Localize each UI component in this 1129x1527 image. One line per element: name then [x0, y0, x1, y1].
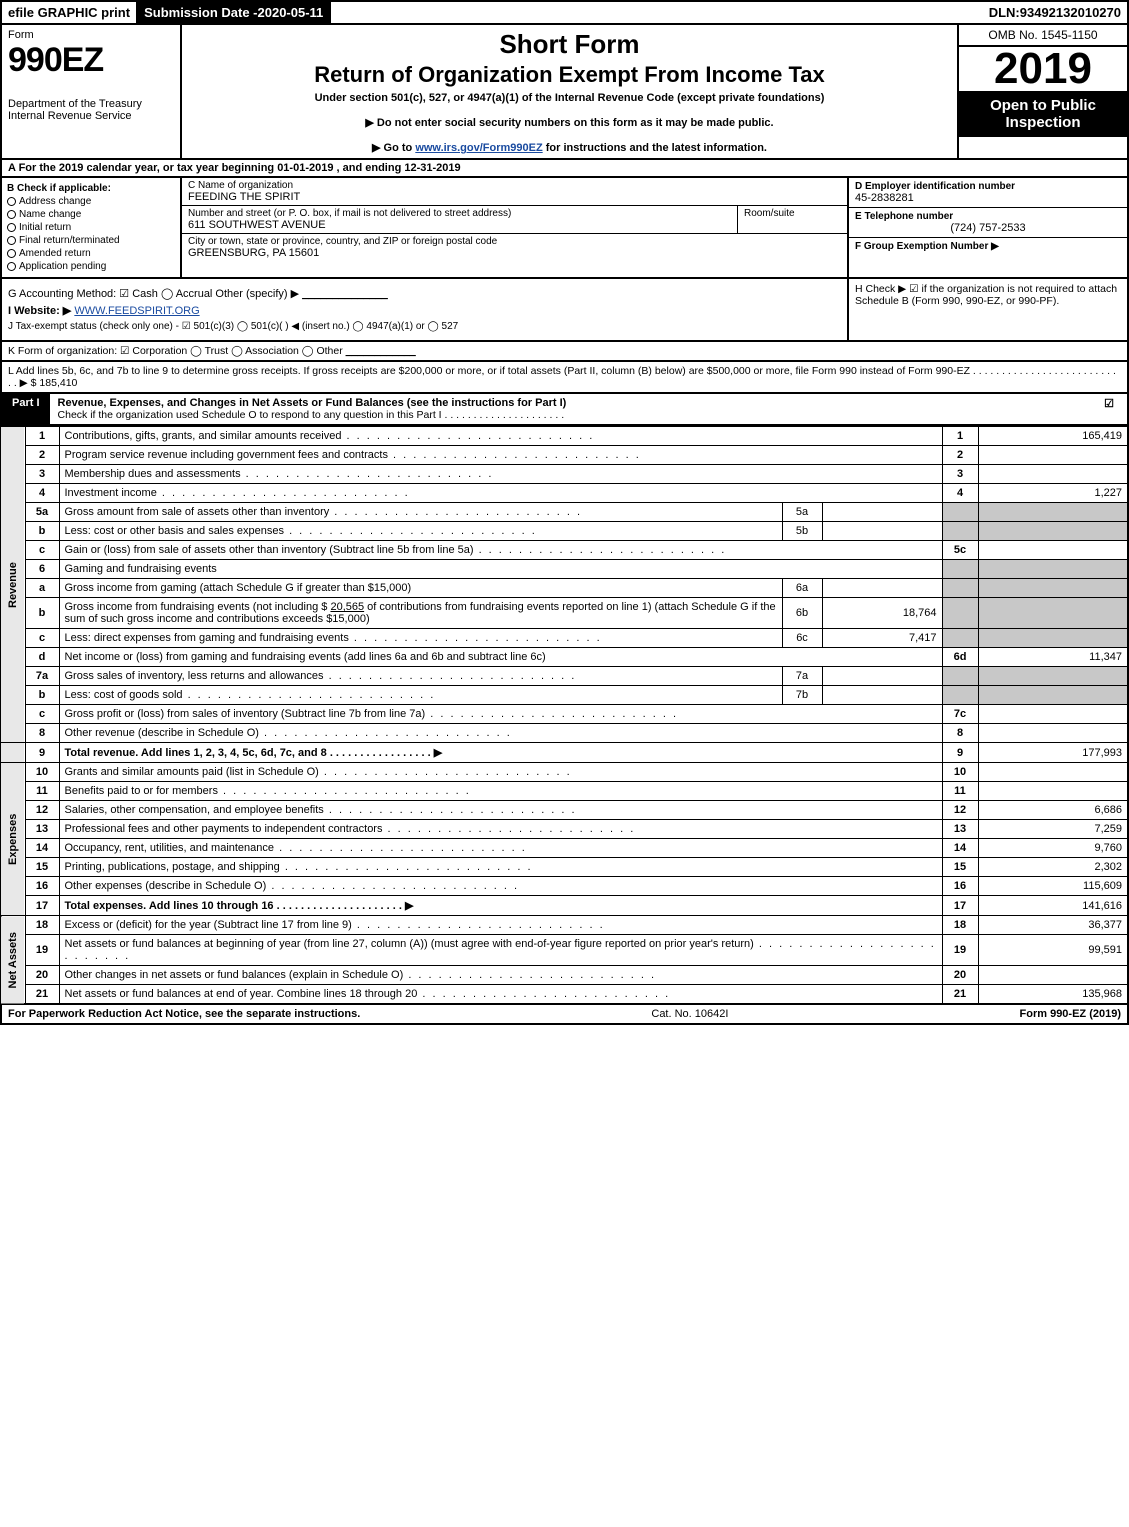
- line6c-amount: 7,417: [822, 629, 942, 648]
- submission-date-box: Submission Date - 2020-05-11: [138, 2, 331, 23]
- open-to-public: Open to Public Inspection: [959, 91, 1127, 137]
- ssn-warning: ▶ Do not enter social security numbers o…: [192, 116, 947, 129]
- checkbox-final-return[interactable]: [7, 236, 16, 245]
- part1-tab: Part I: [2, 394, 50, 424]
- line-l: L Add lines 5b, 6c, and 7b to line 9 to …: [0, 362, 1129, 394]
- phone-label: E Telephone number: [855, 211, 1121, 222]
- city-state-zip: GREENSBURG, PA 15601: [188, 247, 841, 259]
- dept-treasury: Department of the Treasury: [8, 98, 174, 110]
- org-info-grid: B Check if applicable: Address change Na…: [0, 178, 1129, 279]
- irs-label: Internal Revenue Service: [8, 110, 174, 122]
- website-row: I Website: ▶ WWW.FEEDSPIRIT.ORG: [8, 304, 841, 317]
- tax-period-row: A For the 2019 calendar year, or tax yea…: [0, 160, 1129, 178]
- page-footer: For Paperwork Reduction Act Notice, see …: [0, 1005, 1129, 1025]
- street-address: 611 SOUTHWEST AVENUE: [188, 219, 731, 231]
- header-left: Form 990EZ Department of the Treasury In…: [2, 25, 182, 158]
- header-right: OMB No. 1545-1150 2019 Open to Public In…: [957, 25, 1127, 158]
- checkbox-name-change[interactable]: [7, 210, 16, 219]
- header-center: Short Form Return of Organization Exempt…: [182, 25, 957, 158]
- line6d-amount: 11,347: [978, 648, 1128, 667]
- box-h: H Check ▶ ☑ if the organization is not r…: [847, 279, 1127, 340]
- meta-band: G Accounting Method: ☑ Cash ◯ Accrual Ot…: [0, 279, 1129, 342]
- irs-link[interactable]: www.irs.gov/Form990EZ: [415, 142, 542, 154]
- paperwork-notice: For Paperwork Reduction Act Notice, see …: [8, 1008, 360, 1020]
- part1-check[interactable]: ☑: [1091, 394, 1127, 424]
- boxes-def: D Employer identification number 45-2838…: [847, 178, 1127, 277]
- org-name: FEEDING THE SPIRIT: [188, 191, 841, 203]
- line6b-amount: 18,764: [822, 598, 942, 629]
- top-bar: efile GRAPHIC print Submission Date - 20…: [0, 0, 1129, 25]
- accounting-method: G Accounting Method: ☑ Cash ◯ Accrual Ot…: [8, 287, 841, 300]
- short-form-title: Short Form: [192, 29, 947, 60]
- ein-label: D Employer identification number: [855, 181, 1121, 192]
- gross-receipts: 185,410: [39, 377, 77, 389]
- checkbox-address-change[interactable]: [7, 197, 16, 206]
- checkbox-amended-return[interactable]: [7, 249, 16, 258]
- efile-label: efile GRAPHIC print: [8, 5, 130, 20]
- phone-value: (724) 757-2533: [855, 222, 1121, 234]
- line17-total-expenses: 141,616: [978, 896, 1128, 916]
- box-c: C Name of organization FEEDING THE SPIRI…: [182, 178, 847, 277]
- part1-title: Revenue, Expenses, and Changes in Net As…: [50, 394, 1091, 424]
- box-b: B Check if applicable: Address change Na…: [2, 178, 182, 277]
- website-link[interactable]: WWW.FEEDSPIRIT.ORG: [74, 305, 199, 317]
- ein-value: 45-2838281: [855, 192, 1121, 204]
- under-section-text: Under section 501(c), 527, or 4947(a)(1)…: [192, 92, 947, 104]
- return-title: Return of Organization Exempt From Incom…: [192, 62, 947, 88]
- group-exemption-label: F Group Exemption Number ▶: [855, 241, 1121, 252]
- room-suite: Room/suite: [737, 206, 847, 233]
- form-of-org-row: K Form of organization: ☑ Corporation ◯ …: [0, 342, 1129, 362]
- cat-no: Cat. No. 10642I: [360, 1008, 1019, 1020]
- checkbox-application-pending[interactable]: [7, 262, 16, 271]
- dln-box: DLN: 93492132010270: [983, 2, 1127, 23]
- city-label: City or town, state or province, country…: [188, 236, 841, 247]
- form-number: 990EZ: [8, 41, 174, 80]
- efile-print-button[interactable]: efile GRAPHIC print: [2, 2, 138, 23]
- street-label: Number and street (or P. O. box, if mail…: [188, 208, 731, 219]
- instructions-link-line: ▶ Go to www.irs.gov/Form990EZ for instru…: [192, 141, 947, 154]
- tax-exempt-status: J Tax-exempt status (check only one) - ☑…: [8, 321, 841, 332]
- line21-net-assets-end: 135,968: [978, 985, 1128, 1005]
- line4-amount: 1,227: [978, 484, 1128, 503]
- revenue-side-label: Revenue: [1, 427, 25, 743]
- line9-total-revenue: 177,993: [978, 743, 1128, 763]
- expenses-side-label: Expenses: [1, 763, 25, 916]
- org-name-label: C Name of organization: [188, 180, 841, 191]
- form-label: Form: [8, 29, 174, 41]
- checkbox-initial-return[interactable]: [7, 223, 16, 232]
- form-header: Form 990EZ Department of the Treasury In…: [0, 25, 1129, 160]
- net-assets-side-label: Net Assets: [1, 916, 25, 1005]
- form-version: Form 990-EZ (2019): [1020, 1008, 1121, 1020]
- line1-amount: 165,419: [978, 427, 1128, 446]
- tax-year: 2019: [959, 47, 1127, 91]
- part1-table: Revenue 1 Contributions, gifts, grants, …: [0, 426, 1129, 1005]
- part1-header: Part I Revenue, Expenses, and Changes in…: [0, 394, 1129, 426]
